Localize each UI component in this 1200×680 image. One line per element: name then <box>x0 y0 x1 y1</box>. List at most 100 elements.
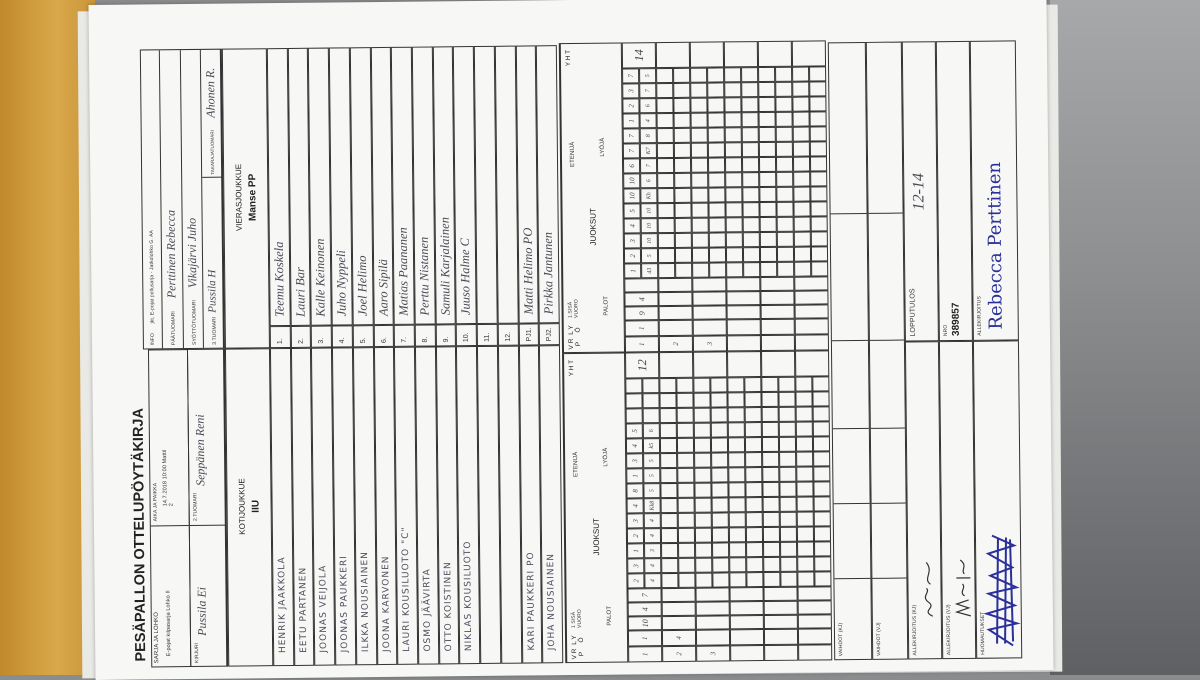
home-etenija-cell <box>795 406 813 422</box>
home-player-name: JOONAS VEIJOLA <box>318 564 330 653</box>
home-etenija-cell <box>761 406 779 423</box>
series-box: SARJA JA LOHKO E-pojat kilpasarja Lohko … <box>147 349 192 668</box>
away-player-row: Juho Nyppeli <box>328 47 353 326</box>
row-number-cell: PJ2. <box>538 323 560 346</box>
home-lyoja-cell <box>779 466 797 482</box>
home-palot-cell <box>763 600 798 616</box>
row-number-cell: 10. <box>456 324 478 347</box>
home-etenija-cell <box>659 437 678 454</box>
away-etenija-cell <box>792 126 810 142</box>
home-player-name: KARI PAUKKERI PO <box>525 551 537 651</box>
home-etenija-cell: 5 <box>625 423 643 439</box>
gray-surface <box>1050 0 1200 675</box>
home-etenija-cell <box>660 452 678 469</box>
home-lyoja-cell <box>746 557 764 573</box>
home-lyoja-cell: 4 <box>644 558 662 574</box>
row-number-cell: 5. <box>352 325 374 348</box>
home-palot-cell: 7 <box>627 588 662 603</box>
row-number-cell: 3. <box>311 325 333 348</box>
home-etenija-cell <box>762 481 780 498</box>
away-palot-cell <box>794 276 829 291</box>
home-etenija-cell <box>660 482 678 499</box>
away-palot-cell <box>624 278 659 293</box>
away-team-header: VIERASJOUKKUE Manse PP <box>221 48 270 349</box>
home-palot-cell <box>729 615 764 630</box>
away-lyoja-cell <box>708 172 726 188</box>
home-total-cell <box>795 350 830 377</box>
away-team-label: VIERASJOUKKUE <box>234 163 244 232</box>
home-etenija-cell <box>762 496 780 513</box>
away-lyoja-cell: 5 <box>640 248 659 264</box>
away-lyo-label: L Y Ö <box>567 325 582 335</box>
away-etenija-cell <box>725 217 743 233</box>
away-palot-cell <box>760 304 795 320</box>
away-player-row: Kalle Keinonen <box>308 47 332 326</box>
row-number: 6. <box>380 337 388 344</box>
away-player-row: Samuli Karjalainen <box>432 46 457 325</box>
away-lyoja-cell <box>809 156 828 172</box>
scoresheet-form: PESÄPALLON OTTELUPÖYTÄKIRJA SARJA JA LOH… <box>122 33 1028 668</box>
away-lyoja-cell <box>776 231 794 247</box>
home-etenija-cell: 3 <box>626 453 644 469</box>
home-total-cell <box>727 351 762 378</box>
time-place-label: AIKA JA PAIKKA <box>152 482 159 522</box>
home-lyoja-cell <box>813 466 831 482</box>
away-lyoja-cell <box>742 202 760 218</box>
away-lyoja-cell <box>742 187 760 203</box>
away-player-name: Matias Paananen <box>395 227 411 316</box>
home-vrp-cell: 1 <box>628 646 663 663</box>
away-etenija-cell <box>726 262 744 278</box>
home-etenija-cell <box>661 542 679 559</box>
home-team-header: KOTIJOUKKUE IIU <box>224 348 274 667</box>
away-etenija-cell <box>656 82 674 99</box>
away-etenija-cell: 7 <box>622 128 640 144</box>
home-lyoja-cell <box>780 571 798 587</box>
home-etenija-cell <box>695 557 713 573</box>
home-etenija-cell <box>797 541 815 557</box>
home-lyoja-label: LYÖJÄ <box>603 447 610 467</box>
home-etenija-cell <box>762 511 780 528</box>
away-etenija-cell <box>724 157 743 173</box>
back-umpire-label: TAKARAJATUOMARI <box>209 129 216 175</box>
home-etenija-cell: 1 <box>626 468 644 484</box>
home-lyoja-cell: Kk8 <box>643 498 661 514</box>
home-lyoja-cell <box>676 392 694 408</box>
away-player-row: Lauri Bar <box>287 47 312 326</box>
away-player-row: Juuso Halme C <box>453 46 477 325</box>
away-etenija-cell <box>758 66 776 83</box>
away-etenija-cell <box>656 157 675 174</box>
home-vrp-cell: 2 <box>662 645 697 663</box>
home-etenija-cell <box>796 511 814 527</box>
away-lyoja-cell: 6 <box>640 173 658 189</box>
away-etenija-cell <box>759 186 777 203</box>
back-umpire-value: Ahonen R. <box>203 67 218 118</box>
away-lyoja-cell <box>809 141 827 157</box>
home-lyoja-cell <box>711 467 729 483</box>
row-number: 4. <box>338 337 347 344</box>
home-lyo-cell <box>729 629 765 646</box>
home-lyoja-cell <box>677 497 695 513</box>
away-etenija-cell <box>793 216 811 232</box>
sign-home-label: ALLEKIRJOITUS (KJ) <box>911 604 919 656</box>
away-player-name: Kalle Keinonen <box>313 238 329 317</box>
home-lyoja-cell <box>642 408 660 424</box>
away-total-cell <box>689 41 725 68</box>
away-lyoja-cell: K7 <box>639 143 657 159</box>
away-lyoja-cell <box>674 232 692 248</box>
home-player-name: EETU PARTANEN <box>297 566 309 653</box>
away-lyoja-cell <box>673 112 691 128</box>
away-etenija-cell <box>724 67 742 83</box>
home-lyoja-cell: 5 <box>643 453 661 469</box>
result-value: 12-14 <box>910 172 928 211</box>
away-etenija-cell <box>691 217 709 233</box>
away-palot-label: PALOT <box>603 295 610 316</box>
home-lyoja-cell <box>711 452 729 468</box>
pitch-umpire-value: Vikajärvi Juho <box>184 217 200 289</box>
row-number-cell: 6. <box>373 324 395 348</box>
divider <box>834 577 871 580</box>
away-etenija-cell <box>793 171 811 187</box>
row-number: PJ1. <box>525 327 533 342</box>
home-vrp-cell: 3 <box>696 645 731 662</box>
scoresheet: PESÄPALLON OTTELUPÖYTÄKIRJA SARJA JA LOH… <box>122 33 1028 668</box>
referee-signature: Rebecca Perttinen <box>984 161 1007 330</box>
